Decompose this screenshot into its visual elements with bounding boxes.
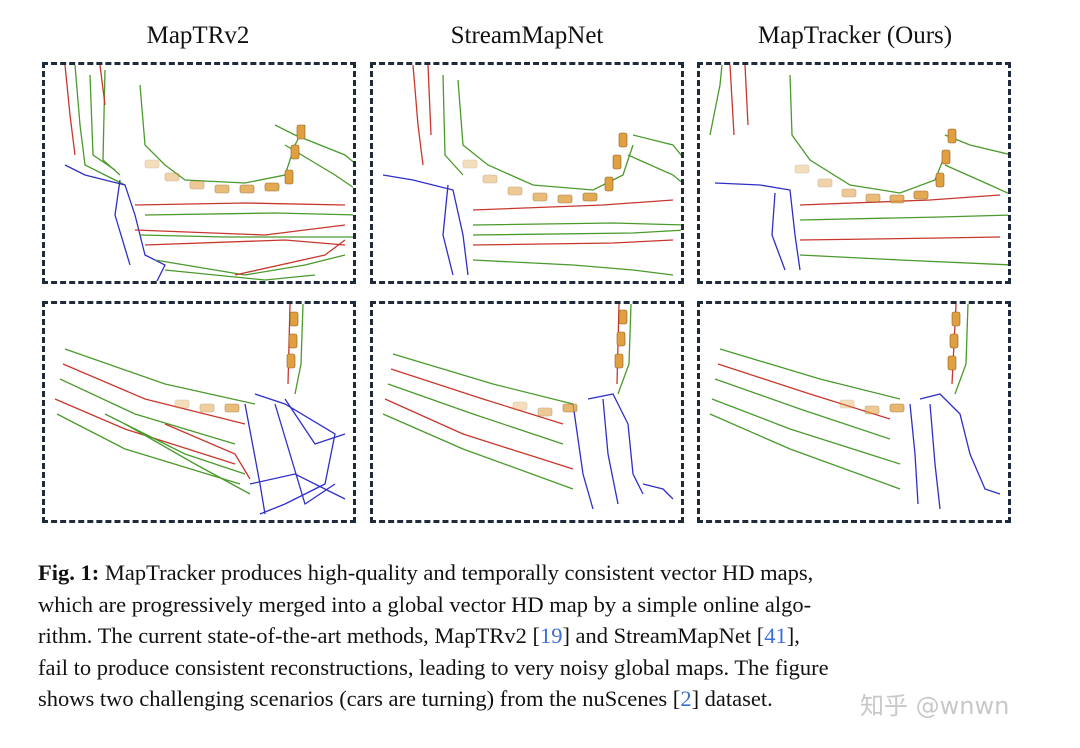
- panel-maptrv2-scenario-2: [42, 301, 356, 523]
- caption-line-5: shows two challenging scenarios (cars ar…: [38, 683, 1038, 715]
- citation-link[interactable]: 19: [539, 623, 563, 648]
- map-visualization: [382, 65, 681, 276]
- caption-text: ] and StreamMapNet [: [562, 623, 765, 648]
- panel-maptrv2-scenario-1: [42, 62, 356, 284]
- figure-label: Fig. 1:: [38, 560, 100, 585]
- map-visualization: [64, 65, 353, 281]
- column-title-maptracker: MapTracker (Ours): [757, 22, 953, 49]
- map-visualization: [54, 304, 346, 515]
- panel-streammapnet-scenario-2: [370, 301, 684, 523]
- panel-maptracker-scenario-1: [697, 62, 1011, 284]
- map-visualization: [382, 304, 674, 510]
- caption-text: shows two challenging scenarios (cars ar…: [38, 686, 681, 711]
- caption-text: MapTracker produces high-quality and tem…: [104, 560, 814, 585]
- watermark: 知乎 @wnwn: [860, 692, 1010, 720]
- caption-line-3: rithm. The current state-of-the-art meth…: [38, 620, 1038, 652]
- caption-text: ] dataset.: [691, 686, 773, 711]
- caption-line-4: fail to produce consistent reconstructio…: [38, 654, 829, 680]
- column-title-streammapnet: StreamMapNet: [450, 22, 604, 49]
- caption-line-2: which are progressively merged into a gl…: [38, 591, 812, 617]
- map-visualization: [709, 304, 1001, 510]
- caption-line-1: Fig. 1: MapTracker produces high-quality…: [38, 557, 1038, 589]
- column-title-maptrv2: MapTRv2: [146, 22, 250, 49]
- citation-link[interactable]: 2: [680, 686, 692, 711]
- caption-text: rithm. The current state-of-the-art meth…: [38, 623, 540, 648]
- map-visualization: [709, 65, 1008, 271]
- figure-caption: Fig. 1: MapTracker produces high-quality…: [38, 557, 1038, 715]
- citation-link[interactable]: 41: [764, 623, 787, 648]
- caption-text: ],: [786, 623, 800, 648]
- panel-maptracker-scenario-2: [697, 301, 1011, 523]
- panel-streammapnet-scenario-1: [370, 62, 684, 284]
